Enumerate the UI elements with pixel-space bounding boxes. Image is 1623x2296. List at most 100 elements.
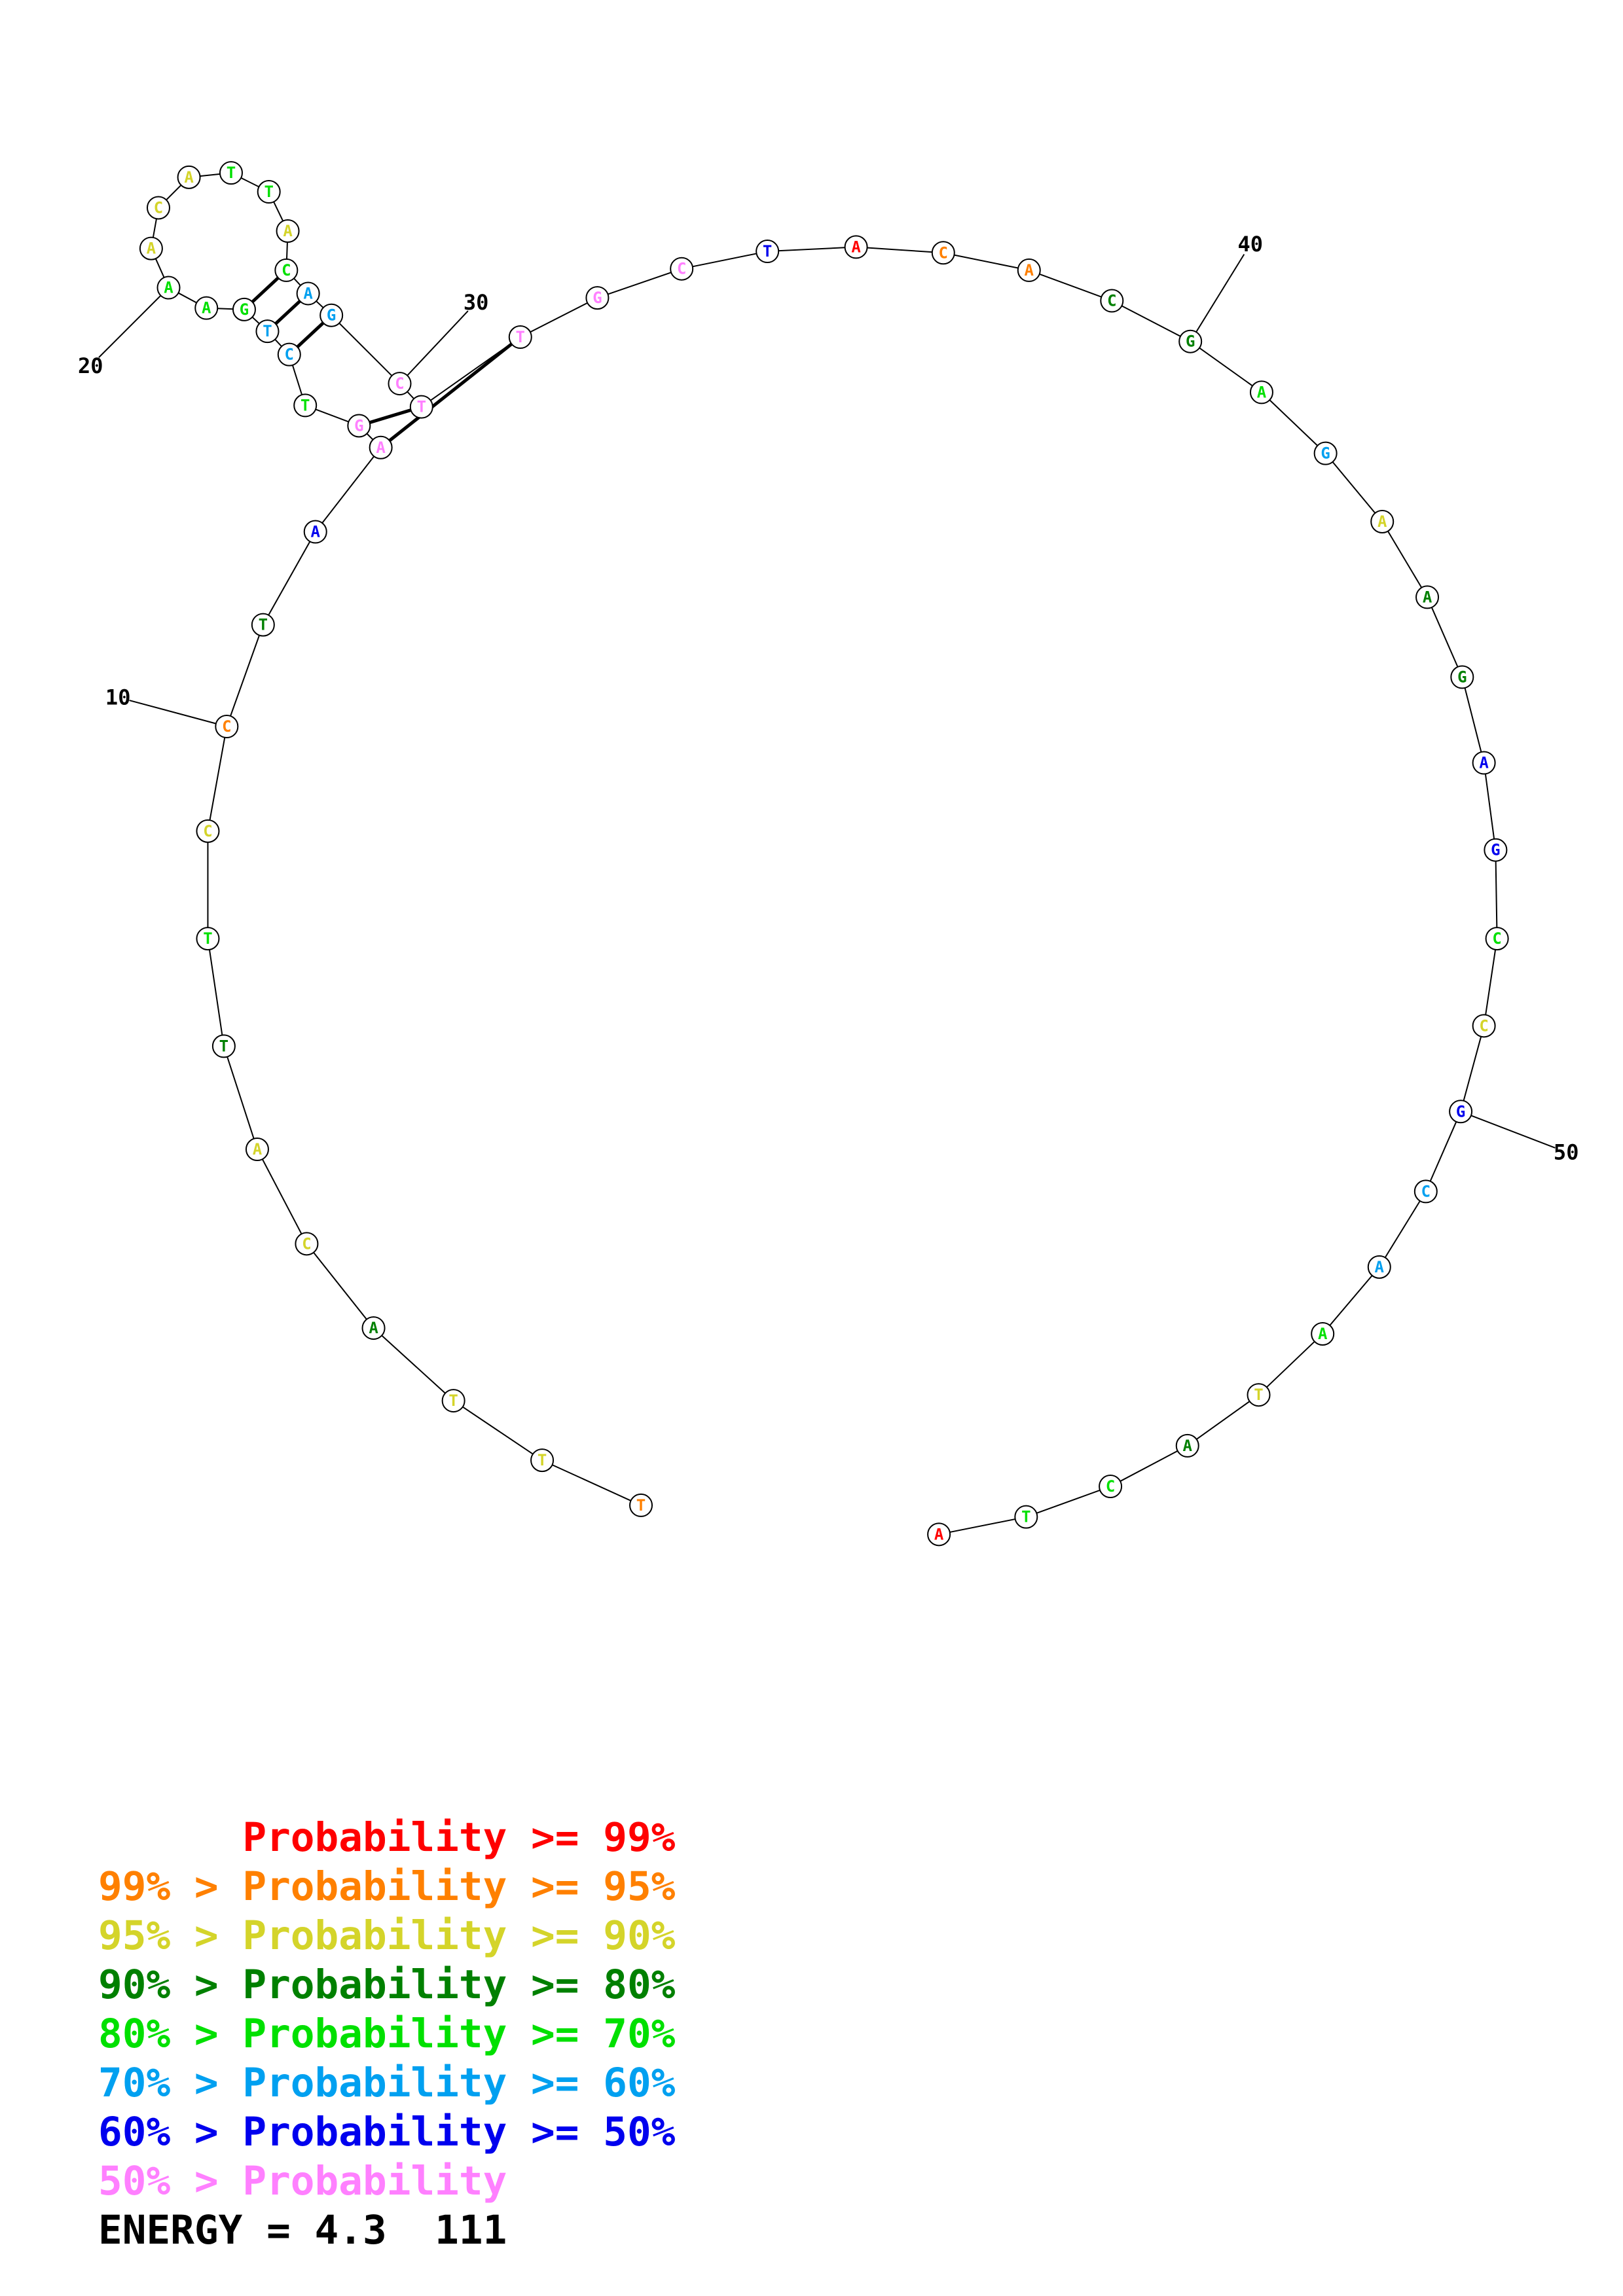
- nucleotide-base: C: [1106, 1477, 1115, 1496]
- nucleotide: T: [211, 1034, 236, 1058]
- nucleotide-base: T: [263, 322, 272, 340]
- nucleotide-circle: [1249, 380, 1273, 404]
- backbone-segment: [1460, 1026, 1485, 1112]
- nucleotide: C: [146, 196, 170, 220]
- nucleotide-circle: [257, 180, 281, 204]
- nucleotide: A: [1249, 380, 1273, 404]
- nucleotide-base: C: [154, 198, 163, 217]
- legend-prefix: 90% >: [98, 1962, 243, 2008]
- nucleotide: C: [388, 372, 412, 396]
- nucleotide: C: [1413, 1179, 1438, 1204]
- nucleotide-circle: [361, 1316, 386, 1340]
- nucleotide-circle: [194, 296, 219, 320]
- legend-row: 90% > Probability >= 80%: [98, 1960, 675, 2009]
- nucleotide-base: A: [283, 222, 293, 240]
- legend-label: Probability >= 99%: [242, 1814, 676, 1861]
- nucleotide-circle: [303, 520, 327, 544]
- nucleotide-base: T: [301, 396, 310, 414]
- legend-prefix: 50% >: [98, 2158, 243, 2204]
- nucleotide: T: [441, 1389, 465, 1413]
- nucleotide-circle: [585, 286, 610, 310]
- legend-label: Probability >= 60%: [242, 2060, 676, 2106]
- nucleotide-circle: [369, 435, 393, 459]
- nucleotide-base: C: [1492, 929, 1501, 948]
- nucleotide: A: [156, 276, 181, 300]
- nucleotide-base: A: [934, 1525, 944, 1543]
- legend-label: Probability: [242, 2158, 507, 2204]
- nucleotide-base: A: [164, 279, 173, 297]
- nucleotide: T: [530, 1448, 555, 1473]
- legend-prefix: [98, 1814, 242, 1861]
- nucleotide-circle: [388, 372, 412, 396]
- backbone-segment: [1461, 677, 1485, 763]
- nucleotide-circle: [274, 258, 299, 282]
- backbone-segment: [1324, 453, 1383, 522]
- nucleotide-base: T: [1254, 1386, 1263, 1404]
- energy-label: ENERGY = 4.3: [98, 2207, 387, 2253]
- backbone-segment: [314, 447, 382, 533]
- nucleotide-circle: [177, 165, 201, 189]
- nucleotide-circle: [251, 613, 275, 637]
- nucleotide-base: A: [1423, 588, 1432, 606]
- probability-legend: Probability >= 99% 99% > Probability >= 9…: [98, 1813, 675, 2206]
- legend-row: 50% > Probability: [98, 2157, 675, 2206]
- nucleotide: T: [1014, 1505, 1038, 1529]
- nucleotide: A: [276, 219, 300, 243]
- nucleotide-circle: [1472, 1014, 1496, 1038]
- nucleotide-base: C: [285, 346, 294, 364]
- nucleotide-base: A: [1318, 1325, 1328, 1343]
- nucleotide: A: [1370, 509, 1395, 533]
- nucleotide: C: [1100, 289, 1124, 313]
- energy-value: 111: [435, 2207, 507, 2253]
- energy-readout: ENERGY = 4.3 111: [98, 2207, 507, 2253]
- nucleotide-base: G: [1491, 841, 1500, 859]
- nucleotide-circle: [1247, 1383, 1271, 1407]
- backbone-segment: [262, 531, 316, 626]
- nucleotide-circle: [1014, 1505, 1038, 1529]
- nucleotide-base: A: [1183, 1437, 1193, 1455]
- backbone-segment: [1261, 391, 1326, 454]
- legend-prefix: 70% >: [98, 2060, 243, 2106]
- nucleotide: A: [1311, 1321, 1335, 1346]
- nucleotide: T: [756, 240, 780, 264]
- backbone-segment: [1190, 340, 1262, 393]
- nucleotide-base: T: [227, 164, 236, 182]
- nucleotide-circle: [196, 819, 220, 843]
- nucleotide-base: G: [240, 300, 249, 319]
- nucleotide: C: [295, 1232, 319, 1256]
- nucleotide-base: A: [253, 1140, 263, 1158]
- backbone-segment: [207, 938, 225, 1047]
- nucleotide-base: G: [327, 306, 336, 325]
- nucleotide-circle: [409, 395, 433, 419]
- nucleotide-base: C: [302, 1234, 311, 1253]
- nucleotide: T: [251, 613, 275, 637]
- nucleotide: G: [585, 286, 610, 310]
- nucleotide-base: T: [538, 1451, 547, 1469]
- legend-row: 95% > Probability >= 90%: [98, 1911, 675, 1960]
- backbone-segment: [306, 1243, 374, 1329]
- backbone-segment: [541, 1460, 642, 1506]
- nucleotide-circle: [146, 196, 170, 220]
- nucleotide-circle: [1413, 1179, 1438, 1204]
- nucleotide-base: A: [147, 240, 156, 258]
- nucleotide: C: [196, 819, 220, 843]
- nucleotide: G: [1178, 329, 1203, 353]
- nucleotide-circle: [211, 1034, 236, 1058]
- nucleotide: C: [1485, 927, 1509, 951]
- nucleotide-base: T: [516, 328, 525, 346]
- nucleotide-circle: [629, 1493, 653, 1517]
- nucleotide-base: G: [354, 416, 363, 435]
- nucleotide-circle: [295, 1232, 319, 1256]
- nucleotide: G: [1313, 441, 1338, 465]
- nucleotide-base: C: [222, 717, 231, 736]
- backbone-segment: [373, 1327, 454, 1401]
- nucleotide: A: [303, 520, 327, 544]
- backbone-segment: [1187, 1394, 1260, 1446]
- nucleotide: A: [194, 296, 219, 320]
- nucleotide: C: [277, 342, 301, 367]
- nucleotide-base: T: [219, 1037, 228, 1055]
- nucleotide-circle: [1367, 1255, 1391, 1279]
- nucleotide-base: A: [1479, 754, 1489, 772]
